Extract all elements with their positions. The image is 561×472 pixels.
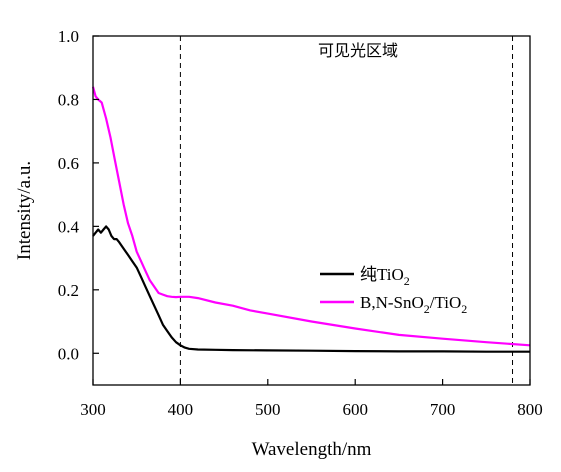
y-tick-label: 0.2 — [58, 281, 79, 300]
plot-frame — [92, 35, 531, 386]
y-axis-title: Intensity/a.u. — [14, 161, 35, 260]
plot-series — [91, 86, 531, 353]
y-tick-label: 0.6 — [58, 154, 79, 173]
legend-label-tio2-main: 纯TiO — [360, 265, 404, 284]
visible-region-annotation: 可见光区域 — [318, 41, 398, 60]
legend-label-bn-part1: B,N-SnO — [360, 293, 424, 312]
series-line-0 — [92, 225, 530, 353]
visible-region-markers — [179, 36, 514, 385]
x-axis-ticks: 300 400 500 600 700 800 — [80, 379, 543, 419]
y-tick-label: 1.0 — [58, 27, 79, 46]
y-axis-ticks: 0.0 0.2 0.4 0.6 0.8 1.0 — [58, 27, 99, 363]
series-line-1 — [91, 86, 531, 347]
x-axis-title: Wavelength/nm — [252, 439, 372, 460]
x-tick-label: 800 — [517, 400, 543, 419]
x-tick-label: 400 — [168, 400, 194, 419]
legend-label-tio2: 纯TiO2 — [360, 265, 410, 288]
legend-label-bn-sno2-tio2: B,N-SnO2/TiO2 — [360, 293, 467, 316]
y-tick-label: 0.0 — [58, 344, 79, 363]
x-tick-label: 500 — [255, 400, 281, 419]
legend-label-bn-sub1: 2 — [424, 302, 430, 316]
legend-label-bn-part2: /TiO — [430, 293, 462, 312]
x-tick-label: 600 — [342, 400, 368, 419]
legend-label-bn-sub2: 2 — [461, 302, 467, 316]
y-tick-label: 0.8 — [58, 90, 79, 109]
legend: 纯TiO2 B,N-SnO2/TiO2 — [320, 265, 467, 316]
y-tick-label: 0.4 — [58, 217, 80, 236]
legend-label-tio2-sub: 2 — [404, 274, 410, 288]
x-tick-label: 700 — [430, 400, 456, 419]
x-tick-label: 300 — [80, 400, 106, 419]
